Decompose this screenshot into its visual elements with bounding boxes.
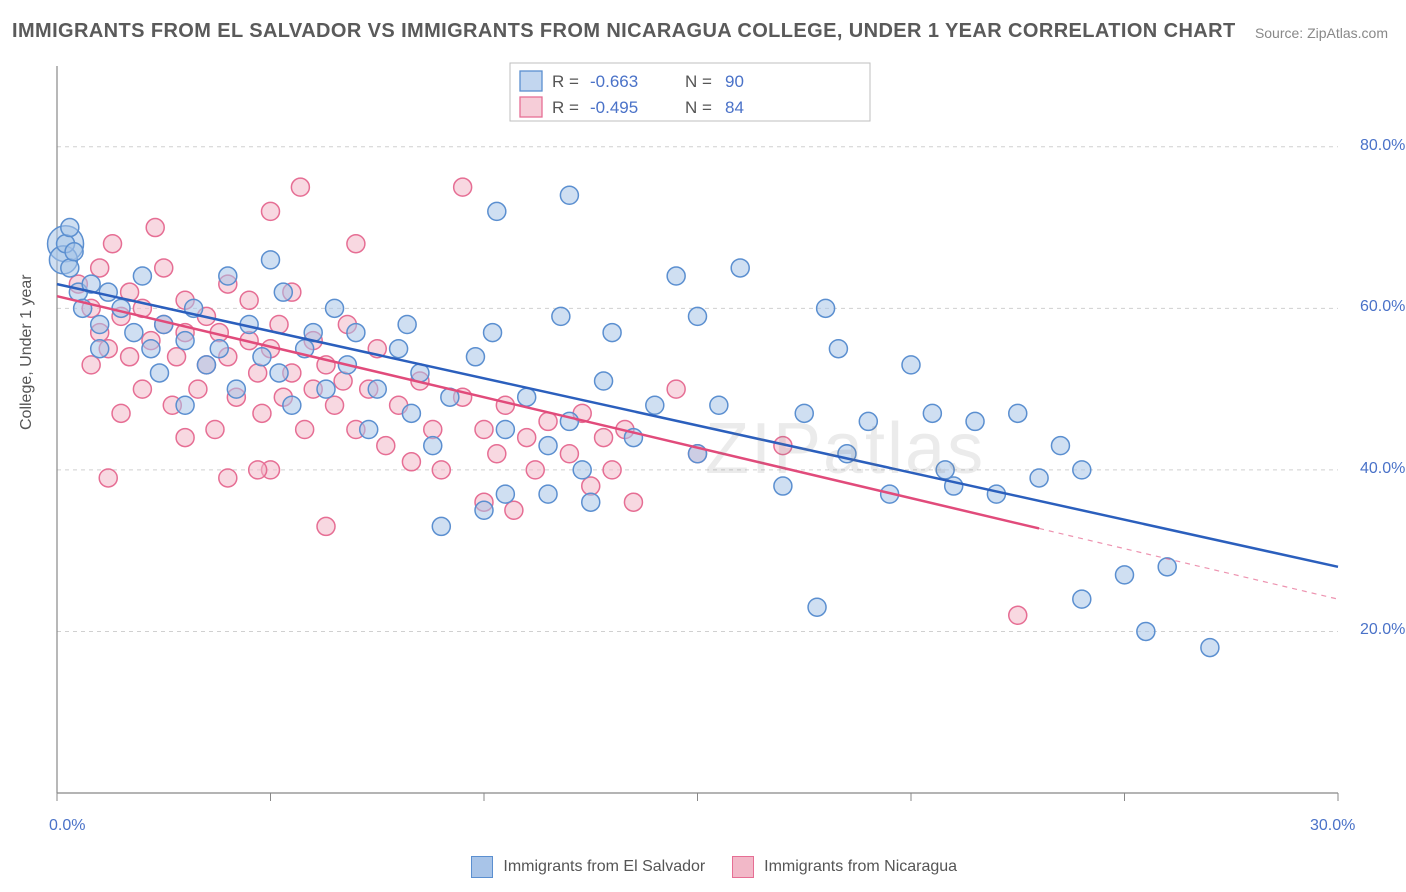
source-label: Source: ZipAtlas.com — [1255, 25, 1388, 41]
svg-text:-0.495: -0.495 — [590, 98, 638, 117]
y-tick-label: 40.0% — [1360, 460, 1405, 478]
chart-title: IMMIGRANTS FROM EL SALVADOR VS IMMIGRANT… — [12, 20, 1236, 43]
scatter-chart: R = -0.663 N = 90 R = -0.495 N = 84 — [55, 58, 1340, 828]
y-tick-label: 60.0% — [1360, 298, 1405, 316]
legend-label-2: Immigrants from Nicaragua — [764, 858, 957, 875]
chart-area: R = -0.663N = 90R = -0.495N = 84 ZIPatla… — [55, 58, 1340, 828]
y-tick-label: 80.0% — [1360, 137, 1405, 155]
svg-text:84: 84 — [725, 98, 744, 117]
svg-text:N =: N = — [685, 98, 712, 117]
legend-swatch-2 — [732, 856, 754, 878]
bottom-legend: Immigrants from El Salvador Immigrants f… — [0, 856, 1406, 878]
svg-text:N =: N = — [685, 72, 712, 91]
svg-text:90: 90 — [725, 72, 744, 91]
legend-label-1: Immigrants from El Salvador — [503, 858, 705, 875]
svg-text:-0.663: -0.663 — [590, 72, 638, 91]
x-tick-label: 0.0% — [49, 817, 85, 835]
svg-text:R =: R = — [552, 72, 579, 91]
y-axis-label: College, Under 1 year — [18, 274, 36, 430]
x-tick-label: 30.0% — [1310, 817, 1355, 835]
legend-swatch-1 — [471, 856, 493, 878]
y-tick-label: 20.0% — [1360, 621, 1405, 639]
svg-text:R =: R = — [552, 98, 579, 117]
